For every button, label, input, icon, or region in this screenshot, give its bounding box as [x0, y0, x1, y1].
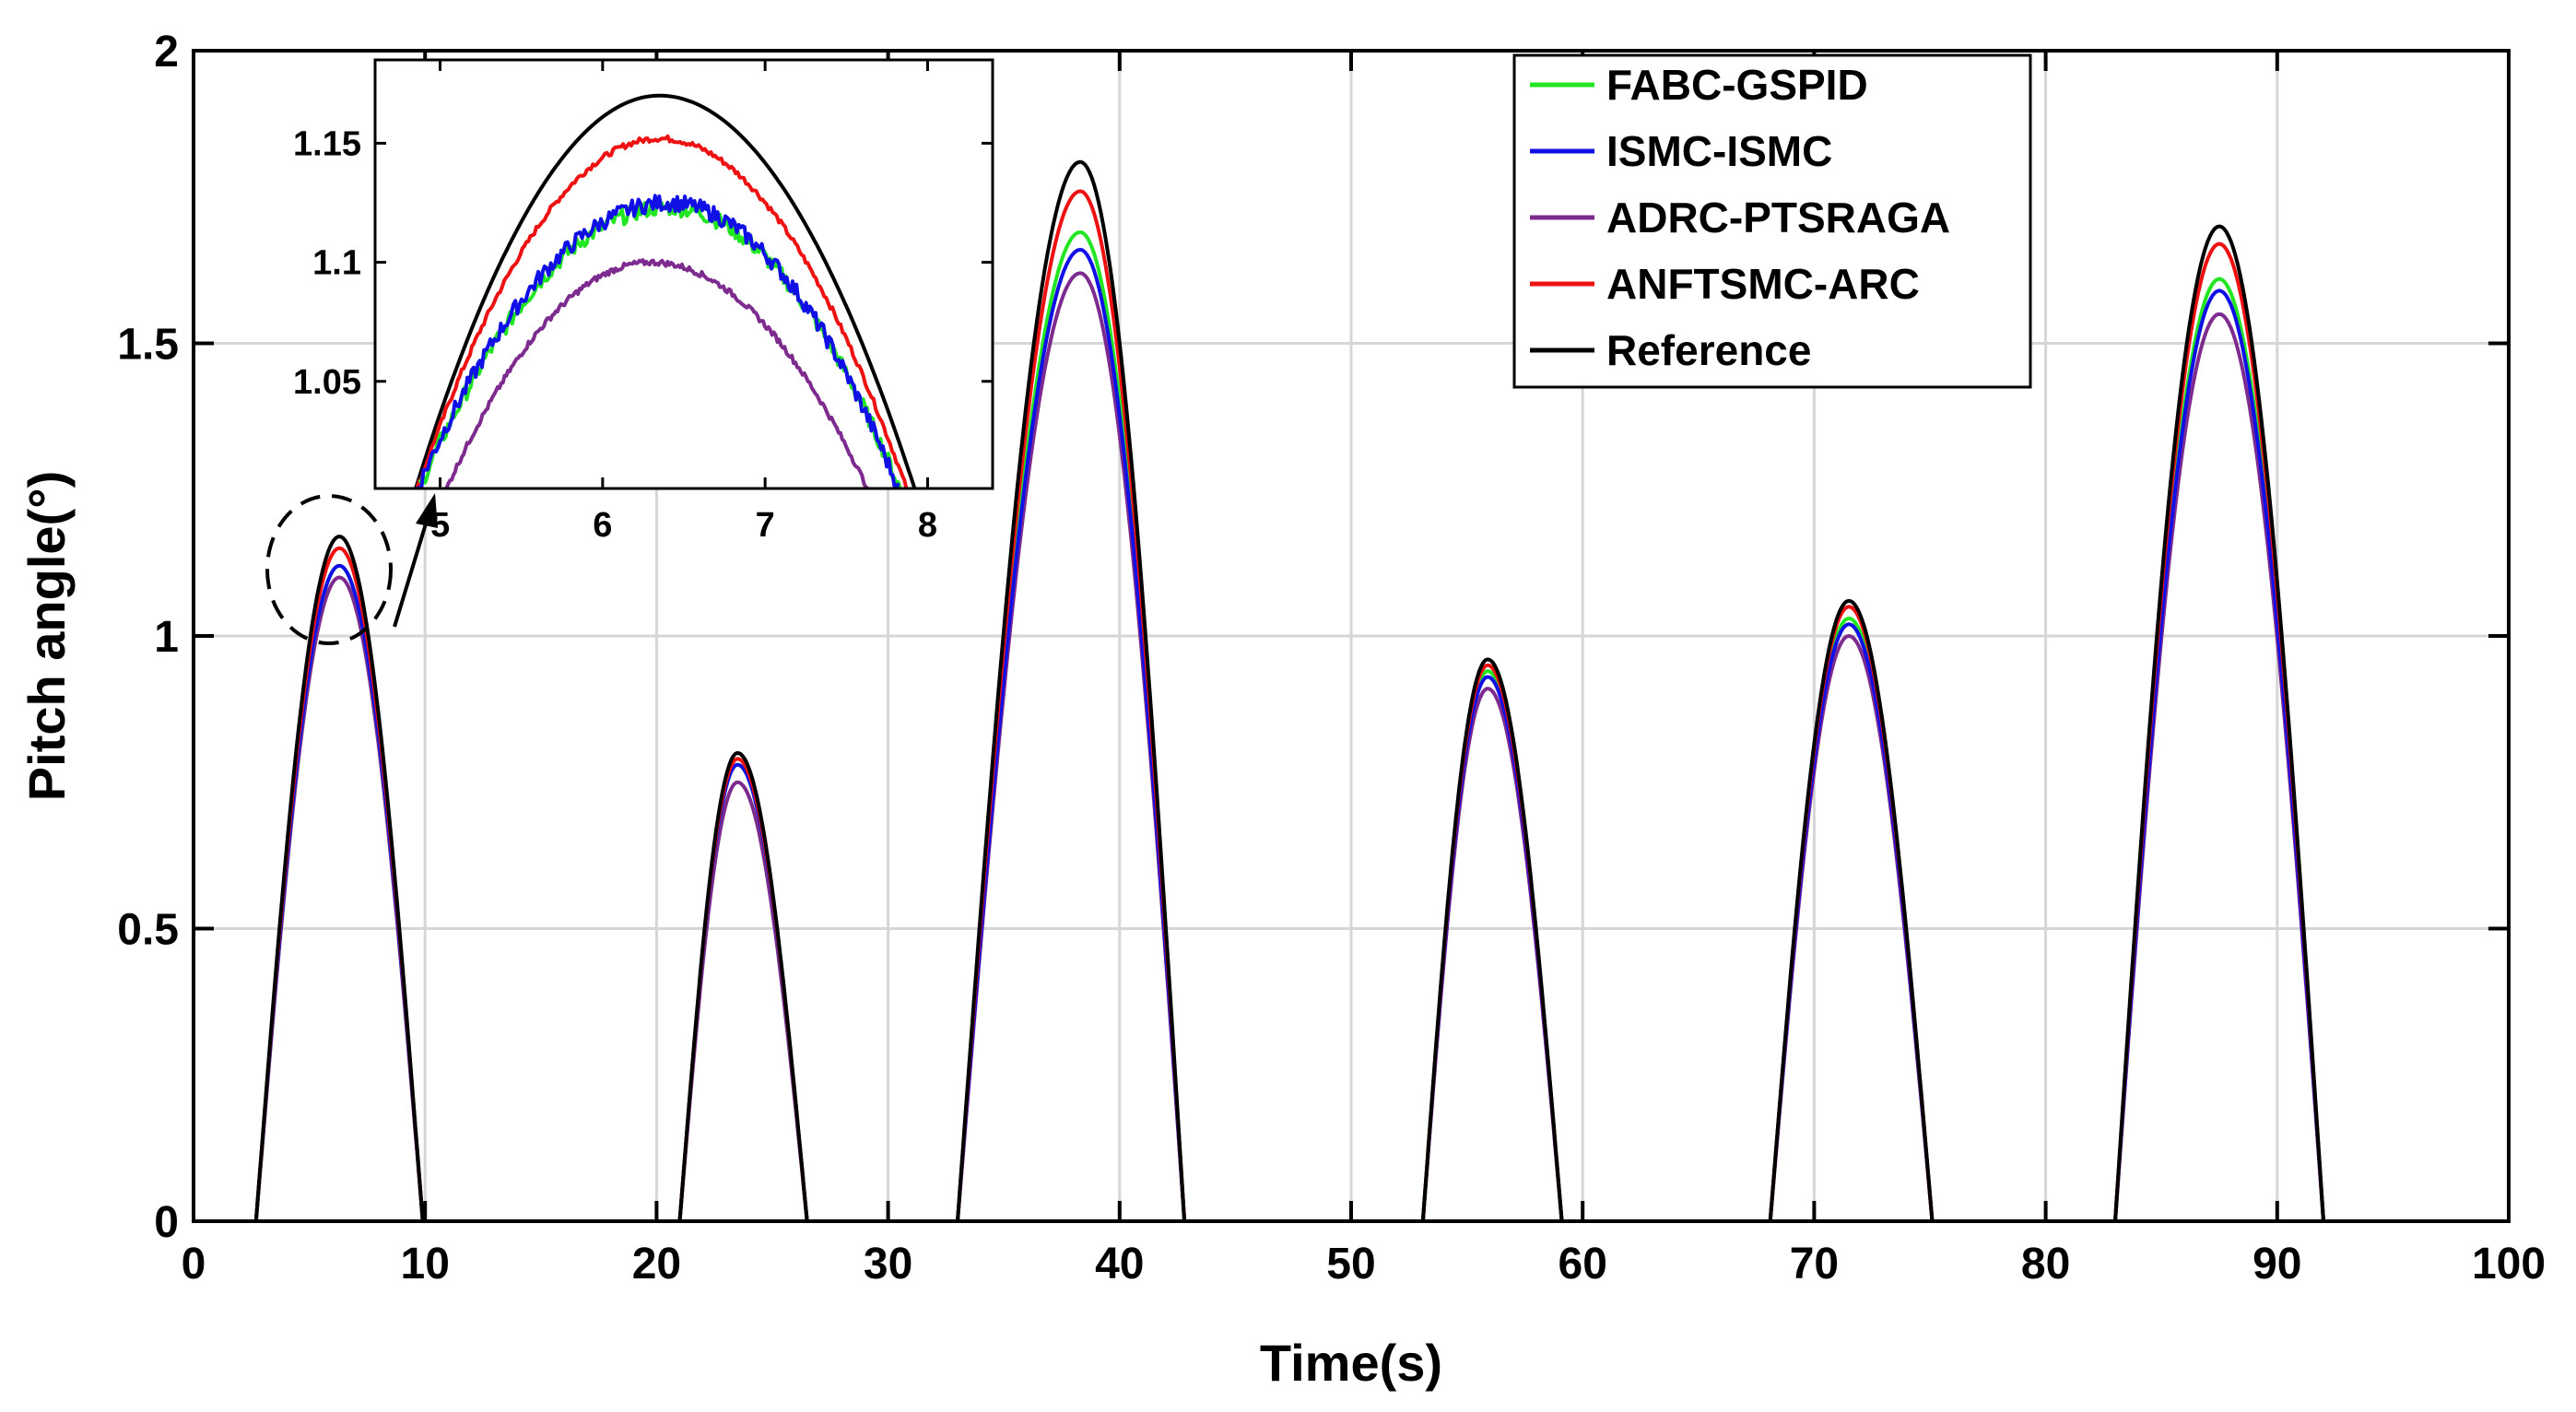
inset-plot-area: [375, 60, 993, 488]
inset-series-line-reference: [414, 93, 917, 488]
inset-x-tick-label: 6: [593, 506, 612, 545]
x-tick-label: 10: [401, 1240, 450, 1288]
series-line-anftsmc-arc: [194, 189, 2509, 1223]
y-tick-label: 1: [154, 613, 179, 662]
series-line-ismc-ismc: [194, 247, 2509, 1223]
y-tick-label: 0: [154, 1198, 179, 1247]
x-tick-label: 60: [1559, 1240, 1607, 1288]
zoom-arrow-line: [393, 520, 429, 628]
inset-y-tick-label: 1.1: [312, 244, 361, 283]
legend-label-reference: Reference: [1606, 326, 1811, 374]
x-axis-label: Time(s): [1260, 1334, 1442, 1392]
zoom-annotation: [265, 493, 438, 645]
x-tick-label: 50: [1326, 1240, 1375, 1288]
x-tick-label: 20: [632, 1240, 681, 1288]
inset-x-tick-label: 7: [756, 506, 775, 545]
x-tick-label: 70: [1790, 1240, 1839, 1288]
x-tick-label: 90: [2253, 1240, 2301, 1288]
series-anftsmc-arc: [194, 189, 2509, 1223]
inset-x-tick-label: 8: [918, 506, 937, 545]
legend: FABC-GSPID ISMC-ISMC ADRC-PTSRAGA ANFTSM…: [1512, 53, 2032, 389]
legend-entry-anftsmc-arc: ANFTSMC-ARC: [1530, 260, 1920, 308]
inset-series-line-adrc-ptsraga: [444, 258, 869, 488]
inset-y-tick-label: 1.15: [293, 124, 361, 163]
y-tick-label: 1.5: [117, 321, 179, 370]
legend-label-fabc-gspid: FABC-GSPID: [1606, 61, 1868, 109]
zoom-region-circle: [265, 494, 393, 645]
legend-label-adrc-ptsraga: ADRC-PTSRAGA: [1606, 194, 1950, 241]
x-tick-label: 0: [182, 1240, 206, 1288]
x-tick-label: 30: [864, 1240, 912, 1288]
legend-entry-ismc-ismc: ISMC-ISMC: [1530, 127, 1832, 175]
series-line-adrc-ptsraga: [194, 271, 2509, 1223]
inset-series-group: [414, 93, 917, 488]
x-tick-label: 100: [2472, 1240, 2546, 1288]
main-ticks: 0 10 20 30 40 50 60 70 80 90 100 0 0.5 1 1.5 2: [117, 28, 2546, 1288]
main-series-group: [194, 159, 2509, 1223]
y-tick-label: 2: [154, 28, 179, 76]
inset-axes-frame: [373, 58, 994, 490]
series-line-reference: [194, 159, 2509, 1223]
y-tick-label: 0.5: [117, 906, 179, 955]
zoom-arrow-head: [416, 493, 438, 528]
y-axis-label: Pitch angle(°): [18, 471, 76, 801]
series-ismc-ismc: [194, 247, 2509, 1223]
inset-axes: 5 6 7 8 1.05 1.1 1.15: [293, 58, 994, 545]
inset-x-tick-label: 5: [430, 506, 450, 545]
legend-label-anftsmc-arc: ANFTSMC-ARC: [1606, 260, 1920, 308]
inset-series-clip: [414, 93, 917, 488]
inset-ticks: 5 6 7 8 1.05 1.1 1.15: [293, 60, 993, 545]
legend-entry-adrc-ptsraga: ADRC-PTSRAGA: [1530, 194, 1950, 241]
x-tick-label: 80: [2021, 1240, 2070, 1288]
legend-box: [1512, 53, 2032, 389]
legend-entry-reference: Reference: [1530, 326, 1811, 374]
inset-series-line-ismc-ismc: [416, 194, 900, 488]
x-tick-label: 40: [1095, 1240, 1144, 1288]
inset-y-tick-label: 1.05: [293, 363, 361, 402]
inset-series-line-anftsmc-arc: [415, 134, 909, 488]
legend-label-ismc-ismc: ISMC-ISMC: [1606, 127, 1832, 175]
legend-entry-fabc-gspid: FABC-GSPID: [1530, 61, 1868, 109]
series-adrc-ptsraga: [194, 271, 2509, 1223]
series-reference: [194, 159, 2509, 1223]
